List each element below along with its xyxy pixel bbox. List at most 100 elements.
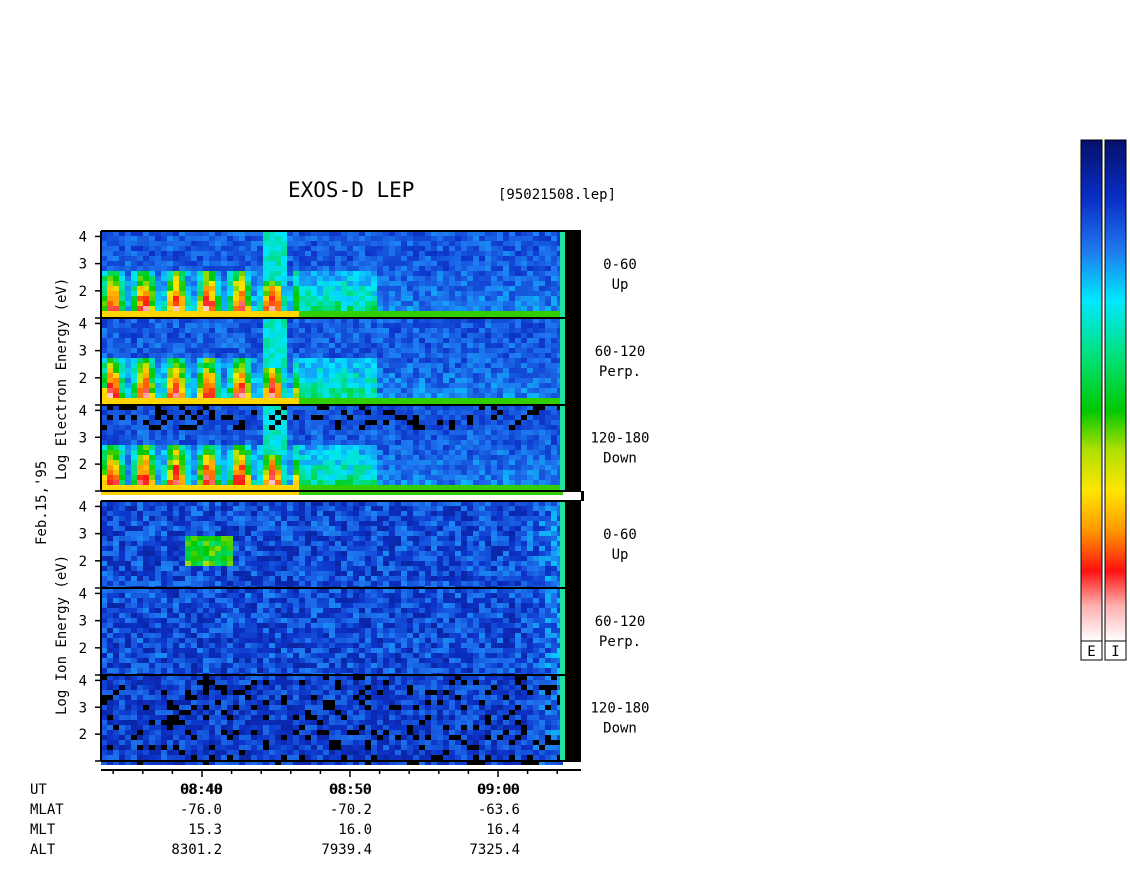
spectrogram-cell (401, 343, 407, 348)
spectrogram-cell (269, 231, 275, 236)
spectrogram-cell (431, 306, 437, 311)
spectrogram-cell (347, 291, 353, 296)
spectrogram-cell (233, 358, 239, 363)
spectrogram-cell (317, 541, 323, 546)
spectrogram-cell (185, 378, 191, 383)
spectrogram-cell (245, 261, 251, 266)
spectrogram-cell (203, 241, 209, 246)
spectrogram-cell (209, 343, 215, 348)
spectrogram-cell (209, 410, 215, 415)
spectrogram-cell (257, 576, 263, 581)
spectrogram-cell (479, 338, 485, 343)
spectrogram-cell (419, 430, 425, 435)
spectrogram-cell (167, 445, 173, 450)
spectrogram-cell (179, 460, 185, 465)
spectrogram-cell (125, 551, 131, 556)
spectrogram-cell (311, 576, 317, 581)
spectrogram-cell (299, 368, 305, 373)
spectrogram-cell (335, 455, 341, 460)
spectrogram-cell (185, 430, 191, 435)
spectrogram-cell (341, 276, 347, 281)
spectrogram-cell (329, 236, 335, 241)
spectrogram-cell (329, 241, 335, 246)
spectrogram-cell (269, 343, 275, 348)
spectrogram-cell (263, 388, 269, 393)
spectrogram-cell (149, 516, 155, 521)
spectrogram-cell (509, 383, 515, 388)
spectrogram-cell (389, 415, 395, 420)
spectrogram-cell (383, 368, 389, 373)
spectrogram-cell (137, 531, 143, 536)
spectrogram-cell (329, 526, 335, 531)
spectrogram-cell (323, 551, 329, 556)
spectrogram-cell (203, 480, 209, 485)
spectrogram-cell (119, 566, 125, 571)
spectrogram-cell (527, 470, 533, 475)
spectrogram-cell (461, 348, 467, 353)
spectrogram-cell (461, 410, 467, 415)
spectrogram-cell (257, 516, 263, 521)
spectrogram-cell (377, 311, 383, 316)
spectrogram-cell (437, 301, 443, 306)
spectrogram-cell (251, 306, 257, 311)
spectrogram-cell (233, 425, 239, 430)
spectrogram-cell (101, 323, 107, 328)
spectrogram-cell (113, 383, 119, 388)
spectrogram-cell (149, 561, 155, 566)
spectrogram-cell (167, 485, 173, 490)
spectrogram-cell (503, 440, 509, 445)
spectrogram-cell (335, 480, 341, 485)
spectrogram-cell (275, 251, 281, 256)
spectrogram-cell (161, 276, 167, 281)
spectrogram-cell (185, 266, 191, 271)
spectrogram-cell (317, 383, 323, 388)
spectrogram-cell (161, 511, 167, 516)
spectrogram-cell (161, 460, 167, 465)
spectrogram-cell (365, 338, 371, 343)
spectrogram-cell (245, 241, 251, 246)
spectrogram-cell (437, 398, 443, 403)
spectrogram-cell (509, 450, 515, 455)
spectrogram-cell (251, 435, 257, 440)
spectrogram-cell (257, 566, 263, 571)
spectrogram-cell (173, 398, 179, 403)
spectrogram-cell (119, 521, 125, 526)
spectrogram-cell (107, 358, 113, 363)
spectrogram-cell (377, 241, 383, 246)
spectrogram-cell (365, 276, 371, 281)
spectrogram-cell (437, 358, 443, 363)
spectrogram-cell (407, 378, 413, 383)
spectrogram-cell (167, 286, 173, 291)
spectrogram-cell (203, 383, 209, 388)
spectrogram-cell (467, 475, 473, 480)
spectrogram-cell (395, 328, 401, 333)
spectrogram-cell (131, 323, 137, 328)
spectrogram-cell (347, 561, 353, 566)
spectrogram-cell (479, 333, 485, 338)
spectrogram-cell (125, 440, 131, 445)
spectrogram-cell (413, 480, 419, 485)
spectrogram-cell (233, 286, 239, 291)
spectrogram-cell (197, 556, 203, 561)
spectrogram-cell (293, 261, 299, 266)
spectrogram-cell (491, 348, 497, 353)
spectrogram-cell (533, 378, 539, 383)
spectrogram-cell (467, 251, 473, 256)
spectrogram-cell (245, 566, 251, 571)
spectrogram-cell (113, 526, 119, 531)
spectrogram-cell (101, 501, 107, 506)
spectrogram-cell (497, 323, 503, 328)
spectrogram-cell (461, 393, 467, 398)
spectrogram-cell (257, 470, 263, 475)
spectrogram-cell (353, 506, 359, 511)
spectrogram-cell (461, 435, 467, 440)
spectrogram-cell (449, 246, 455, 251)
spectrogram-cell (287, 536, 293, 541)
spectrogram-cell (215, 546, 221, 551)
spectrogram-cell (131, 516, 137, 521)
spectrogram-cell (101, 465, 107, 470)
spectrogram-cell (431, 363, 437, 368)
spectrogram-cell (281, 511, 287, 516)
spectrogram-cell (113, 546, 119, 551)
spectrogram-cell (491, 296, 497, 301)
